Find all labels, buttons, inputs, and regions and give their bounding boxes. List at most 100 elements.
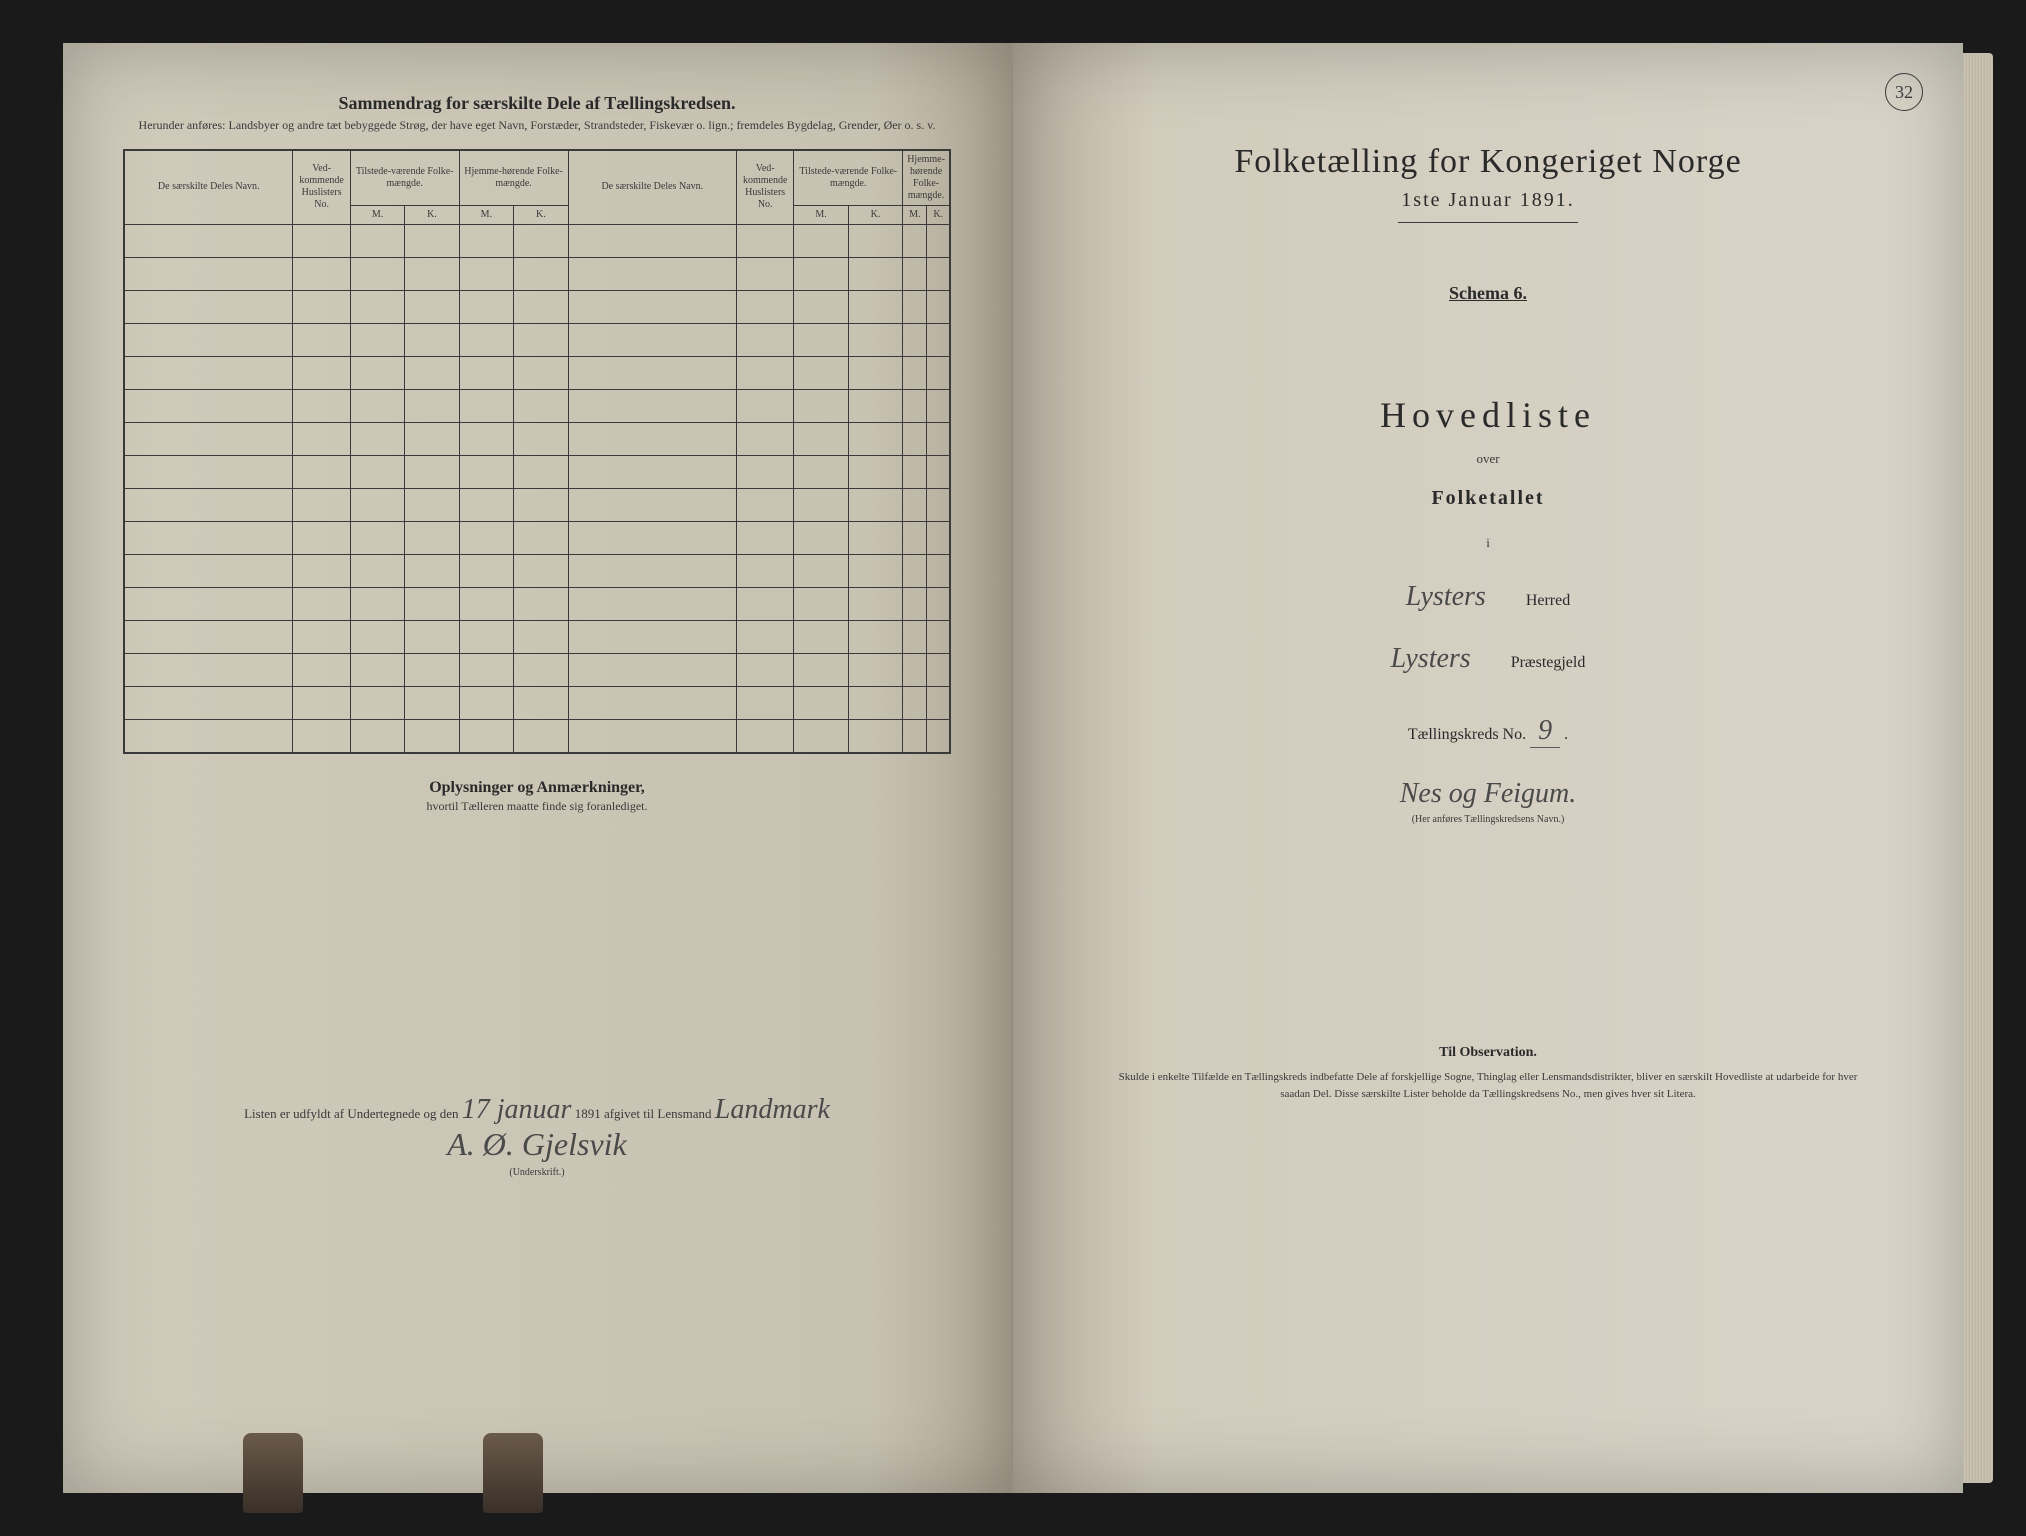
table-cell bbox=[848, 290, 902, 323]
table-cell bbox=[568, 290, 736, 323]
table-cell bbox=[405, 455, 459, 488]
table-cell bbox=[927, 257, 950, 290]
table-cell bbox=[125, 356, 293, 389]
table-cell bbox=[737, 653, 794, 686]
table-cell bbox=[737, 422, 794, 455]
table-cell bbox=[903, 356, 927, 389]
kreds-label: Tællingskreds No. bbox=[1408, 726, 1526, 743]
table-cell bbox=[459, 554, 514, 587]
table-cell bbox=[568, 686, 736, 719]
table-cell bbox=[514, 521, 568, 554]
table-cell bbox=[848, 554, 902, 587]
kreds-name: Nes og Feigum. bbox=[1400, 778, 1577, 809]
table-cell bbox=[568, 257, 736, 290]
herred-row: Lysters Herred bbox=[1073, 581, 1903, 613]
table-cell bbox=[568, 653, 736, 686]
th-k1: K. bbox=[405, 205, 459, 224]
th-m1: M. bbox=[350, 205, 404, 224]
table-cell bbox=[794, 719, 848, 752]
table-cell bbox=[293, 389, 350, 422]
th-col5: De særskilte Deles Navn. bbox=[568, 150, 736, 224]
table-cell bbox=[927, 488, 950, 521]
table-cell bbox=[903, 290, 927, 323]
table-cell bbox=[350, 719, 404, 752]
table-cell bbox=[293, 224, 350, 257]
table-cell bbox=[459, 290, 514, 323]
prestegjeld-row: Lysters Præstegjeld bbox=[1073, 643, 1903, 675]
table-row bbox=[125, 521, 950, 554]
table-cell bbox=[514, 389, 568, 422]
table-cell bbox=[459, 422, 514, 455]
herred-value: Lysters bbox=[1406, 581, 1486, 613]
table-cell bbox=[405, 521, 459, 554]
table-cell bbox=[405, 257, 459, 290]
table-cell bbox=[927, 224, 950, 257]
table-cell bbox=[459, 455, 514, 488]
page-edges bbox=[1963, 53, 1993, 1483]
remarks-sub: hvortil Tælleren maatte finde sig foranl… bbox=[123, 799, 951, 814]
table-cell bbox=[293, 323, 350, 356]
table-cell bbox=[737, 323, 794, 356]
table-cell bbox=[737, 389, 794, 422]
observation-block: Til Observation. Skulde i enkelte Tilfæl… bbox=[1073, 1045, 1903, 1102]
sig-prefix: Listen er udfyldt af Undertegnede og den bbox=[244, 1106, 458, 1121]
table-cell bbox=[737, 719, 794, 752]
i-label: i bbox=[1073, 535, 1903, 551]
table-row bbox=[125, 620, 950, 653]
table-cell bbox=[848, 620, 902, 653]
table-cell bbox=[350, 224, 404, 257]
table-cell bbox=[848, 488, 902, 521]
table-cell bbox=[903, 521, 927, 554]
table-cell bbox=[568, 422, 736, 455]
table-cell bbox=[794, 290, 848, 323]
table-cell bbox=[927, 719, 950, 752]
over-label: over bbox=[1073, 451, 1903, 467]
table-cell bbox=[350, 587, 404, 620]
table-cell bbox=[568, 323, 736, 356]
table-cell bbox=[794, 554, 848, 587]
table-cell bbox=[514, 257, 568, 290]
table-cell bbox=[848, 323, 902, 356]
table-cell bbox=[125, 587, 293, 620]
table-cell bbox=[350, 389, 404, 422]
table-cell bbox=[125, 719, 293, 752]
table-cell bbox=[405, 290, 459, 323]
table-cell bbox=[459, 389, 514, 422]
table-cell bbox=[125, 290, 293, 323]
table-cell bbox=[405, 224, 459, 257]
table-cell bbox=[568, 521, 736, 554]
table-row bbox=[125, 290, 950, 323]
table-row bbox=[125, 686, 950, 719]
table-cell bbox=[927, 290, 950, 323]
table-cell bbox=[293, 554, 350, 587]
table-cell bbox=[903, 653, 927, 686]
table-cell bbox=[737, 686, 794, 719]
summary-table: De særskilte Deles Navn. Ved-kommende Hu… bbox=[123, 149, 951, 754]
th-m4: M. bbox=[903, 205, 927, 224]
th-col3: Tilstede-værende Folke-mængde. bbox=[350, 150, 459, 205]
table-cell bbox=[350, 488, 404, 521]
table-row bbox=[125, 653, 950, 686]
obs-text: Skulde i enkelte Tilfælde en Tællingskre… bbox=[1073, 1069, 1903, 1102]
table-cell bbox=[405, 554, 459, 587]
table-cell bbox=[737, 290, 794, 323]
table-cell bbox=[125, 554, 293, 587]
prestegjeld-label: Præstegjeld bbox=[1511, 654, 1586, 672]
sig-year: 1891 afgivet til Lensmand bbox=[575, 1106, 712, 1121]
table-cell bbox=[794, 653, 848, 686]
table-cell bbox=[848, 224, 902, 257]
table-cell bbox=[405, 356, 459, 389]
table-cell bbox=[350, 257, 404, 290]
table-cell bbox=[405, 653, 459, 686]
table-cell bbox=[927, 587, 950, 620]
table-row bbox=[125, 455, 950, 488]
table-cell bbox=[350, 554, 404, 587]
table-cell bbox=[903, 554, 927, 587]
table-row bbox=[125, 356, 950, 389]
table-cell bbox=[514, 686, 568, 719]
table-cell bbox=[459, 653, 514, 686]
table-cell bbox=[350, 356, 404, 389]
hovedliste-title: Hovedliste bbox=[1073, 394, 1903, 436]
table-row bbox=[125, 488, 950, 521]
table-cell bbox=[125, 224, 293, 257]
